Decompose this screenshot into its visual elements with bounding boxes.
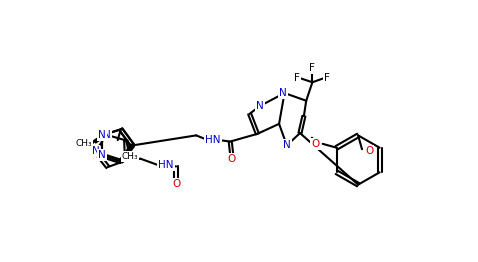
- Text: O: O: [365, 146, 373, 156]
- Text: O: O: [172, 179, 180, 189]
- Text: O: O: [228, 154, 236, 164]
- Text: O: O: [311, 139, 320, 149]
- Text: F: F: [324, 73, 330, 83]
- Text: HN: HN: [158, 160, 174, 170]
- Text: N: N: [91, 146, 99, 156]
- Text: N: N: [98, 150, 106, 160]
- Text: F: F: [309, 63, 315, 73]
- Text: F: F: [294, 73, 300, 83]
- Text: CH₃: CH₃: [75, 139, 92, 148]
- Text: CH₃: CH₃: [121, 152, 138, 161]
- Text: HN: HN: [206, 135, 221, 145]
- Text: N: N: [98, 130, 106, 140]
- Text: N: N: [283, 140, 291, 150]
- Text: N: N: [103, 130, 110, 140]
- Text: N: N: [279, 88, 287, 98]
- Text: N: N: [256, 101, 263, 111]
